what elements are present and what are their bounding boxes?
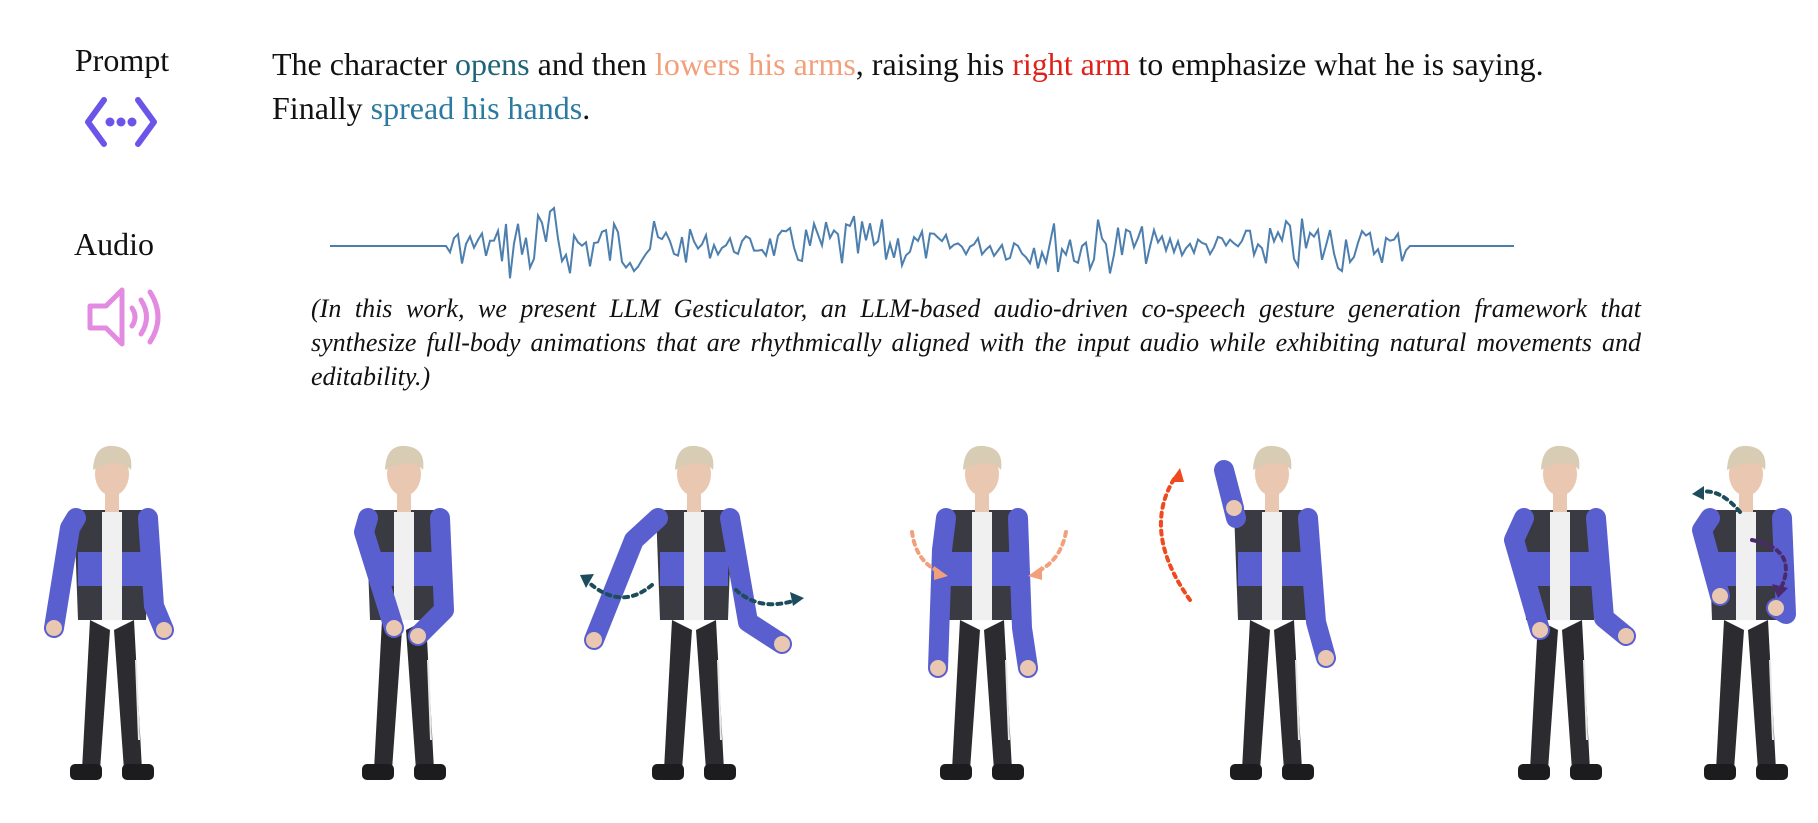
pose-5-right-arm-raise bbox=[1214, 445, 1336, 780]
prompt-keyword-right: right arm bbox=[1012, 46, 1131, 82]
prompt-text-segment: The character bbox=[272, 46, 455, 82]
pose-4-lowers-arms bbox=[928, 445, 1038, 780]
prompt-text: The character opens and then lowers his … bbox=[272, 42, 1792, 130]
right-arm-raise-arrow bbox=[1158, 468, 1192, 602]
prompt-keyword-lowers: lowers his arms bbox=[654, 46, 856, 82]
waveform-line bbox=[330, 205, 1514, 279]
audio-waveform bbox=[330, 205, 1514, 279]
spread-arrow-left bbox=[1692, 486, 1742, 514]
prompt-text-segment: , raising his bbox=[855, 46, 1013, 82]
opens-arrow-right bbox=[734, 588, 804, 607]
pose-6-gesture bbox=[1504, 445, 1636, 780]
pose-2-hands-together bbox=[354, 445, 454, 780]
spread-arrow-right bbox=[1750, 538, 1788, 598]
prompt-text-segment: Finally bbox=[272, 90, 371, 126]
prompt-code-icon bbox=[85, 97, 157, 147]
prompt-keyword-spread: spread his hands bbox=[370, 90, 583, 126]
audio-label: Audio bbox=[74, 226, 154, 262]
opens-arrow-left bbox=[580, 574, 654, 600]
prompt-keyword-opens: opens bbox=[454, 46, 530, 82]
audio-transcript: (In this work, we present LLM Gesticulat… bbox=[311, 294, 1641, 391]
prompt-text-segment: . bbox=[582, 90, 591, 126]
character-pose-sequence bbox=[44, 445, 1796, 780]
pose-3-opens bbox=[584, 445, 792, 780]
pose-7-spread-hands bbox=[1692, 445, 1796, 780]
speaker-icon bbox=[87, 287, 161, 347]
prompt-text-segment: and then bbox=[529, 46, 655, 82]
lowers-arrow-right bbox=[1028, 530, 1068, 580]
prompt-label: Prompt bbox=[74, 42, 170, 78]
pose-1-idle bbox=[44, 445, 174, 780]
prompt-text-segment: to emphasize what he is saying. bbox=[1130, 46, 1544, 82]
lowers-arrow-left bbox=[910, 530, 948, 580]
